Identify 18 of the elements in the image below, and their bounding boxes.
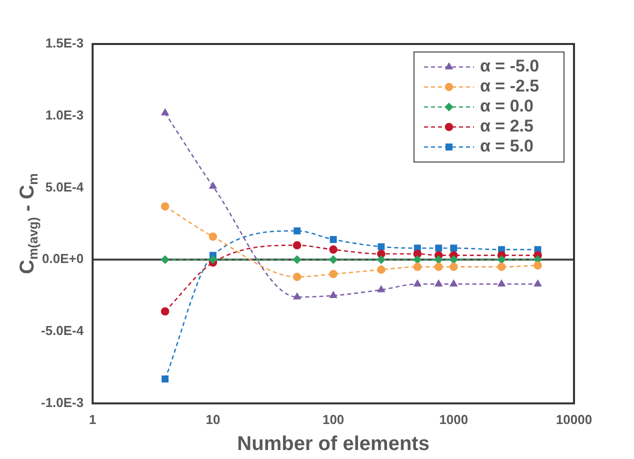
legend-label: α = 2.5 <box>480 116 534 136</box>
legend-label: α = 0.0 <box>480 96 534 116</box>
legend-label: α = -2.5 <box>480 76 540 96</box>
x-tick-label: 10 <box>206 412 220 427</box>
x-tick-label: 10000 <box>556 412 592 427</box>
x-tick-label: 100 <box>322 412 344 427</box>
y-tick-label: 0.0E+0 <box>42 251 84 266</box>
legend-label: α = -5.0 <box>480 56 540 76</box>
y-tick-label: 5.0E-4 <box>45 179 84 194</box>
y-tick-label: -1.0E-3 <box>40 394 84 410</box>
y-axis-title: Cm(avg) - Cm <box>16 173 41 274</box>
x-tick-label: 1 <box>89 412 96 427</box>
y-tick-label: 1.0E-3 <box>45 107 84 122</box>
x-axis-title: Number of elements <box>237 433 430 455</box>
x-tick-label: 1000 <box>439 412 468 427</box>
legend-label: α = 5.0 <box>480 136 534 156</box>
y-tick-label: -5.0E-4 <box>40 323 84 338</box>
y-tick-label: 1.5E-3 <box>45 36 84 51</box>
